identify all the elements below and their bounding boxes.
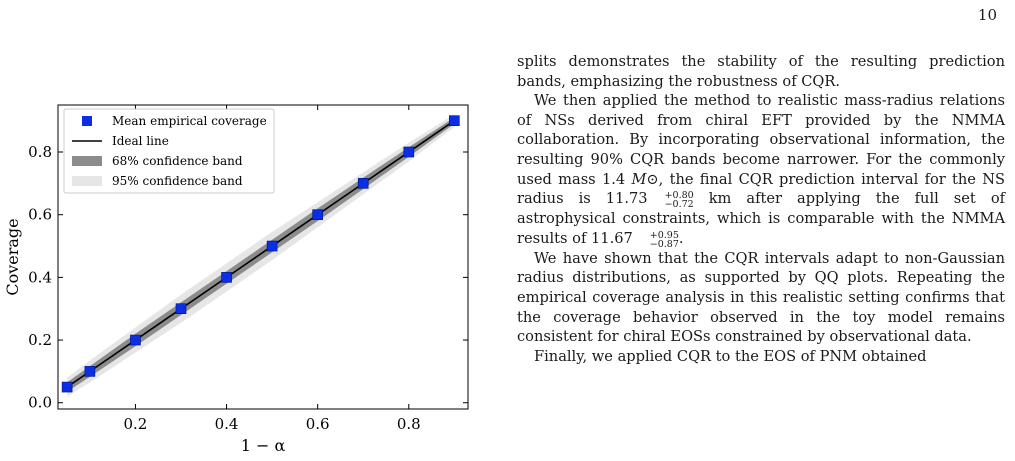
paragraph-2-part-d: . <box>678 229 684 247</box>
radius-cqr-upper: +0.80 <box>664 190 694 202</box>
y-tick-label: 0.8 <box>28 143 52 161</box>
body-text: splits demonstrates the stability of the… <box>517 52 1005 366</box>
coverage-marker <box>221 272 232 283</box>
x-axis-label: 1 − α <box>241 436 286 455</box>
coverage-marker <box>130 334 141 346</box>
radius-uncertainty-nmma: +0.95 −0.87 <box>633 229 679 250</box>
radius-value-nmma: 11.67 <box>591 229 633 247</box>
coverage-marker <box>84 366 96 377</box>
y-axis-label: Coverage <box>3 218 22 295</box>
legend-band-icon <box>72 176 102 186</box>
legend-label: Ideal line <box>112 134 169 148</box>
paragraph-2-part-c: km after applying the full set of astrop… <box>517 190 1006 247</box>
page-number: 10 <box>977 6 997 24</box>
radius-value-cqr: 11.73 <box>605 190 648 208</box>
coverage-figure: 0.2 0.4 0.6 0.8 0.0 0.2 0.4 0.6 0.8 1 − α Coverage… <box>0 95 490 461</box>
x-tick-label: 0.4 <box>215 415 239 433</box>
legend-band-icon <box>72 156 102 166</box>
x-tick-label: 0.6 <box>306 415 330 433</box>
legend-marker-icon <box>82 116 92 126</box>
legend-box <box>63 108 275 194</box>
paragraph-4: Finally, we applied CQR to the EOS of PN… <box>534 347 927 365</box>
coverage-chart: 0.2 0.4 0.6 0.8 0.0 0.2 0.4 0.6 0.8 1 − α Coverage… <box>3 104 469 455</box>
coverage-marker <box>357 178 369 189</box>
y-tick-label: 0.4 <box>28 268 52 286</box>
y-tick-label: 0.0 <box>28 394 52 412</box>
legend-label: 68% confidence band <box>112 154 243 168</box>
paragraph-2: We then applied the method to realistic … <box>517 91 1005 249</box>
legend: Mean empirical coverage Ideal line 68% con… <box>63 108 275 194</box>
coverage-marker <box>403 146 415 158</box>
radius-uncertainty-cqr: +0.80 −0.72 <box>648 190 694 211</box>
legend-label: 95% confidence band <box>112 174 243 188</box>
legend-label: Mean empirical coverage <box>112 114 267 128</box>
y-tick-label: 0.2 <box>28 331 52 349</box>
plot-frame <box>57 104 469 410</box>
coverage-marker <box>449 115 460 126</box>
paragraph-2-part-a: We then applied the method to realistic … <box>517 92 1005 188</box>
coverage-marker <box>312 209 323 220</box>
x-tick-label: 0.8 <box>397 415 421 433</box>
solar-mass-symbol: M⊙ <box>631 170 659 188</box>
radius-cqr-lower: −0.72 <box>664 199 694 211</box>
paragraph-3: We have shown that the CQR intervals ada… <box>517 249 1005 346</box>
x-tick-label: 0.2 <box>124 415 148 433</box>
y-tick-label: 0.6 <box>28 206 52 224</box>
radius-nmma-upper: +0.95 <box>649 229 679 241</box>
paragraph-2-part-b: , the final CQR prediction interval for … <box>517 170 1005 208</box>
paragraph-1: splits demonstrates the stability of the… <box>517 53 1005 90</box>
radius-nmma-lower: −0.87 <box>649 238 679 250</box>
coverage-marker <box>266 240 278 252</box>
coverage-marker <box>175 303 187 315</box>
coverage-marker <box>61 381 73 393</box>
